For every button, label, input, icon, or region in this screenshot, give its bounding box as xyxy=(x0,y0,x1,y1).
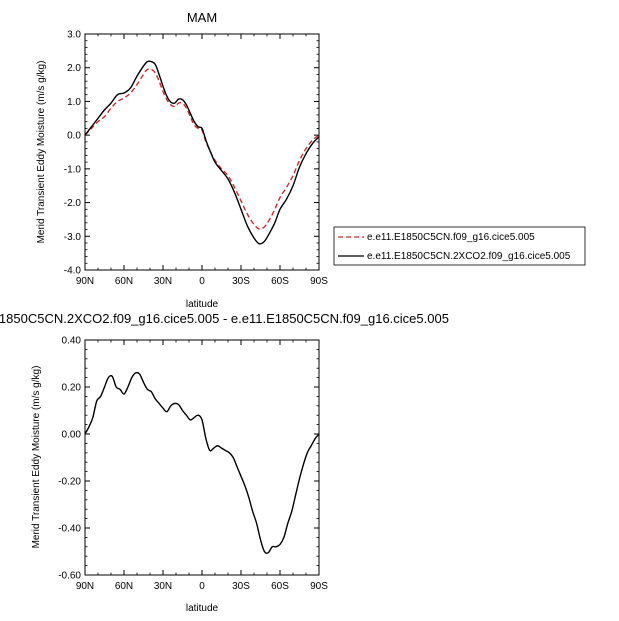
top-y-tick-label: -3.0 xyxy=(64,232,82,243)
top-x-tick-label: 30N xyxy=(154,276,172,287)
bottom-plot-frame xyxy=(84,339,320,576)
bottom-y-axis-label: Merid Transient Eddy Moisture (m/s g/kg) xyxy=(31,366,42,549)
bottom-y-ticks: 0.40 0.20 0.00 -0.20 -0.40 -0.60 xyxy=(58,336,319,582)
bottom-chart-title: e.e11.E1850C5CN.2XCO2.f09_g16.cice5.005 … xyxy=(0,311,449,326)
top-y-tick-label: 0.0 xyxy=(67,131,81,142)
bottom-x-tick-label: 0 xyxy=(199,581,205,592)
top-series-lines xyxy=(84,60,320,245)
top-plot-frame xyxy=(84,33,320,271)
top-x-tick-label: 60N xyxy=(115,276,133,287)
top-chart: MAM 3.02.01.00.0-1.0-2.0-3.0-4.0 90N 60N 3… xyxy=(36,10,328,310)
top-y-tick-label: -2.0 xyxy=(64,198,82,209)
bottom-series-line-1 xyxy=(84,371,320,554)
bottom-x-ticks: 90N 60N 30N 0 30S 60S 90S xyxy=(76,340,328,592)
legend-frame xyxy=(333,226,586,266)
top-series-line-1 xyxy=(84,68,320,230)
bottom-y-tick-label: 0.40 xyxy=(62,336,82,347)
bottom-y-tick-label: 0.00 xyxy=(62,430,82,441)
top-x-axis-label: latitude xyxy=(186,299,219,310)
bottom-chart: e.e11.E1850C5CN.2XCO2.f09_g16.cice5.005 … xyxy=(0,311,449,614)
bottom-series-lines xyxy=(84,371,320,554)
bottom-x-tick-label: 30N xyxy=(154,581,172,592)
top-x-tick-label: 90S xyxy=(310,276,328,287)
bottom-y-tick-label: -0.60 xyxy=(58,571,81,582)
top-x-ticks: 90N 60N 30N 0 30S 60S 90S xyxy=(76,34,328,287)
bottom-x-tick-label: 60S xyxy=(271,581,289,592)
top-y-axis-label: Merid Transient Eddy Moisture (m/s g/kg) xyxy=(36,61,47,244)
top-y-tick-label: -4.0 xyxy=(64,266,82,277)
bottom-y-tick-label: -0.20 xyxy=(58,477,81,488)
top-x-tick-label: 30S xyxy=(232,276,250,287)
legend-label-series-1: e.e11.E1850C5CN.f09_g16.cice5.005 xyxy=(367,232,535,243)
top-y-tick-label: 1.0 xyxy=(67,97,81,108)
bottom-x-tick-label: 90S xyxy=(310,581,328,592)
top-chart-title: MAM xyxy=(187,10,217,25)
bottom-x-tick-label: 90N xyxy=(76,581,94,592)
top-x-tick-label: 0 xyxy=(199,276,205,287)
legend-label-series-2: e.e11.E1850C5CN.2XCO2.f09_g16.cice5.005 xyxy=(367,251,571,262)
bottom-y-tick-label: -0.40 xyxy=(58,524,81,535)
top-y-ticks: 3.0 2.0 1.0 0.0 -1.0 -2.0 -3.0 -4.0 xyxy=(64,30,319,277)
top-series-line-2 xyxy=(84,60,320,245)
bottom-x-tick-label: 60N xyxy=(115,581,133,592)
legend: e.e11.E1850C5CN.f09_g16.cice5.005 e.e11.… xyxy=(333,226,586,266)
bottom-x-tick-label: 30S xyxy=(232,581,250,592)
bottom-x-axis-label: latitude xyxy=(186,603,219,614)
top-y-tick-label: -1.0 xyxy=(64,164,82,175)
top-x-tick-label: 60S xyxy=(271,276,289,287)
top-y-tick-label: 2.0 xyxy=(67,63,81,74)
top-x-tick-label: 90N xyxy=(76,276,94,287)
bottom-y-tick-label: 0.20 xyxy=(62,383,82,394)
top-y-tick-label: 3.0 xyxy=(67,30,81,41)
